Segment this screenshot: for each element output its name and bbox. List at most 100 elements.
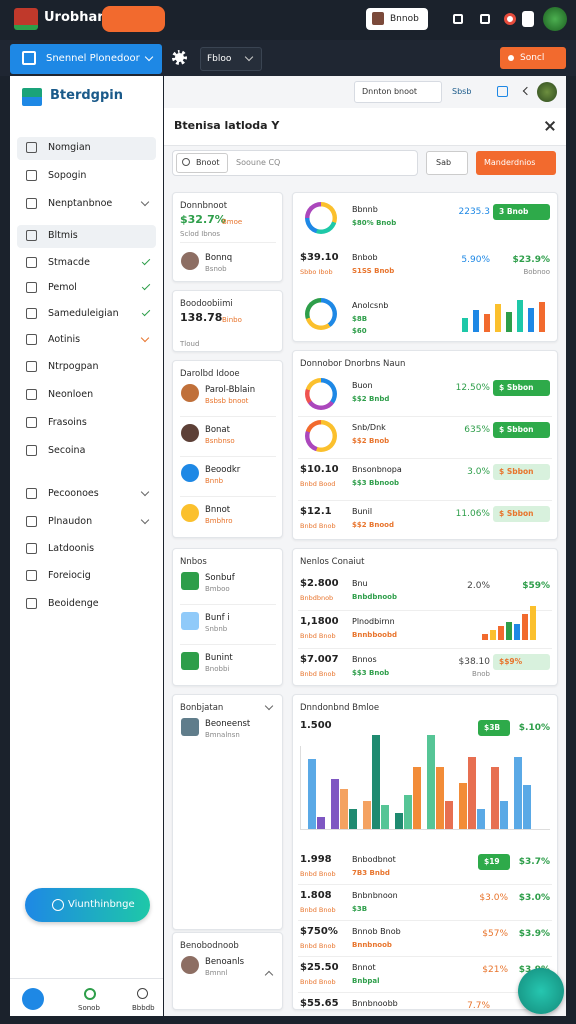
nav-item[interactable]: Nenptanbnoe [48, 198, 113, 209]
user-icon[interactable] [522, 11, 534, 27]
nav-item[interactable]: Neonloen [48, 389, 94, 400]
filter-label[interactable]: Fbloo [207, 54, 232, 64]
footer-icon[interactable] [84, 988, 96, 1000]
filter-button-label[interactable]: Sab [436, 158, 452, 167]
badge-label[interactable]: $3B [484, 723, 501, 732]
row-name[interactable]: Bnsonbnopa [352, 465, 402, 474]
row-name[interactable]: Bnbodbnot [352, 855, 396, 864]
filter-dropdown[interactable] [200, 47, 262, 71]
row-stat: 7.7% [467, 1001, 490, 1011]
badge-label[interactable]: $ Sbbon [499, 383, 534, 392]
toolbar-icon[interactable] [480, 14, 490, 24]
nav-item[interactable]: Foreiocig [48, 570, 91, 581]
primary-button[interactable] [476, 151, 556, 175]
search-input[interactable] [172, 150, 418, 176]
divider [298, 610, 552, 611]
row-name[interactable]: Snb/Dnk [352, 423, 386, 432]
row-name[interactable]: Beoneenst [205, 719, 251, 729]
row-name[interactable]: Bnnot [352, 963, 376, 972]
row-name[interactable]: Bnnob Bnob [352, 927, 401, 936]
nav-item[interactable]: Aotinis [48, 334, 81, 345]
row-name[interactable]: Parol-Bblain [205, 385, 256, 395]
row-name[interactable]: Bbnnb [352, 205, 378, 214]
row-name[interactable]: Anolcsnb [352, 301, 389, 310]
search-pill[interactable] [102, 6, 165, 32]
badge-label[interactable]: $ Sbbon [499, 425, 534, 434]
row-name[interactable]: Bunil [352, 507, 373, 516]
settings-icon[interactable] [172, 50, 187, 65]
row-name[interactable]: Bnbnbnoon [352, 891, 398, 900]
row-name[interactable]: Bnnot [205, 505, 231, 515]
strip-label[interactable]: Dnnton bnoot [362, 87, 418, 96]
row-name[interactable]: Bnbob [352, 253, 378, 262]
avatar[interactable] [543, 7, 567, 31]
footer-label[interactable]: Sonob [78, 1004, 100, 1012]
nav-item[interactable]: Frasoins [48, 417, 87, 428]
nav-item[interactable]: Latdoonis [48, 543, 95, 554]
row-name[interactable]: Bnnos [352, 655, 377, 664]
footer-label[interactable]: Bbbdb [132, 1004, 155, 1012]
top-button-label[interactable]: Bnnob [390, 14, 419, 24]
badge-label[interactable]: $ Sbbon [499, 509, 534, 518]
toolbar-icon[interactable] [453, 14, 463, 24]
nav-item[interactable]: Nomgian [48, 142, 91, 153]
badge-label[interactable]: $$9% [499, 657, 523, 666]
nav-item[interactable]: Sopogin [48, 170, 87, 181]
nav-item[interactable]: Plnaudon [48, 516, 93, 527]
nav-item[interactable]: Beoidenge [48, 598, 99, 609]
search-scope[interactable] [176, 153, 228, 173]
floating-action-button[interactable] [518, 968, 564, 1014]
row-name[interactable]: Bunint [205, 653, 233, 663]
nav-item[interactable]: Pecoonoes [48, 488, 99, 499]
row-name[interactable]: Bnu [352, 579, 368, 588]
home-icon[interactable] [22, 988, 44, 1010]
row-name[interactable]: Bunf i [205, 613, 230, 623]
row-name[interactable]: Buon [352, 381, 373, 390]
badge-button[interactable] [493, 422, 550, 438]
badge-label[interactable]: $19 [484, 857, 500, 866]
badge-label[interactable]: 3 Bnob [499, 207, 529, 216]
cta-button[interactable] [25, 888, 150, 922]
row-name[interactable]: Bonnq [205, 253, 233, 263]
badge-button[interactable] [493, 464, 550, 480]
badge-button[interactable] [493, 204, 550, 220]
strip-button[interactable] [354, 81, 442, 103]
nav-item[interactable]: Secoina [48, 445, 86, 456]
row-name[interactable]: Benoanls [205, 957, 245, 967]
badge-button[interactable] [478, 854, 510, 870]
row-detail: Bnnb [205, 477, 224, 485]
row-name[interactable]: Beoodkr [205, 465, 241, 475]
chart-bar [413, 767, 421, 829]
footer-icon[interactable] [137, 988, 148, 999]
row-name[interactable]: Plnodbirnn [352, 617, 395, 626]
row-stat: 2.0% [467, 581, 490, 591]
badge-button[interactable] [493, 506, 550, 522]
badge-button[interactable] [493, 654, 550, 670]
workspace-label[interactable]: Snennel Plonedoor [46, 53, 140, 64]
nav-item[interactable]: Ntrpogpan [48, 361, 99, 372]
strip-icon[interactable] [497, 86, 508, 97]
nav-item[interactable]: Pemol [48, 282, 77, 293]
row-name[interactable]: Bonat [205, 425, 230, 435]
avatar[interactable] [537, 82, 557, 102]
row-sub: $$3 Bbnoob [352, 479, 400, 487]
row-name[interactable]: Bnnbnoobb [352, 999, 398, 1008]
filter-button[interactable] [426, 151, 468, 175]
strip-link[interactable]: Sbsb [452, 87, 472, 96]
chart-bar [317, 817, 325, 829]
nav-item[interactable]: Sameduleigian [48, 308, 119, 319]
divider [180, 496, 276, 497]
action-button[interactable] [500, 47, 566, 69]
notification-icon[interactable] [504, 13, 516, 25]
nav-item[interactable]: Stmacde [48, 257, 90, 268]
badge-label[interactable]: $ Sbbon [499, 467, 534, 476]
primary-button-label[interactable]: Manderdnios [484, 158, 536, 167]
row-name[interactable]: Sonbuf [205, 573, 235, 583]
donut-icon [305, 420, 337, 452]
badge-button[interactable] [478, 720, 510, 736]
action-label[interactable]: Soncl [520, 53, 545, 63]
badge-button[interactable] [493, 380, 550, 396]
nav-item[interactable]: Bltmis [48, 230, 78, 241]
cta-label[interactable]: Viunthinbnge [68, 899, 135, 910]
row-value: $3.9% [518, 929, 550, 939]
